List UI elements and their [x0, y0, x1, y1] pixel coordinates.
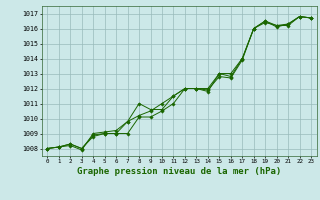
- X-axis label: Graphe pression niveau de la mer (hPa): Graphe pression niveau de la mer (hPa): [77, 167, 281, 176]
